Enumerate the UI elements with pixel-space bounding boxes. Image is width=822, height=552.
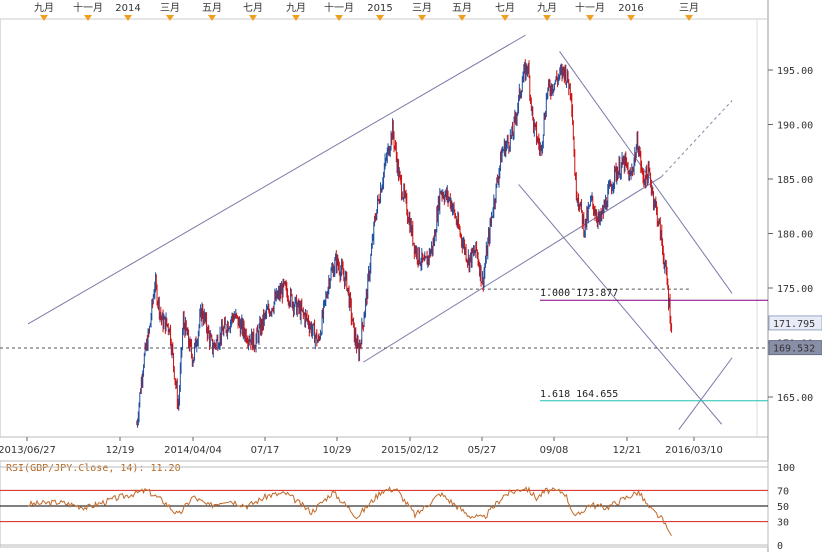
month-label: 七月	[495, 2, 515, 14]
trendline-upper-channel	[27, 34, 526, 325]
rsi-line	[27, 486, 672, 536]
month-marker	[458, 15, 466, 21]
month-label: 九月	[34, 2, 54, 14]
month-marker	[685, 15, 693, 21]
trendline-lower-channel	[363, 176, 662, 363]
x-tick-label: 12/21	[613, 445, 642, 456]
y-tick-label: 195.00	[777, 66, 813, 77]
month-label: 三月	[679, 2, 699, 14]
month-marker	[166, 15, 174, 21]
month-marker	[501, 15, 509, 21]
month-label: 十一月	[73, 1, 103, 14]
price-tag-text: 171.795	[773, 319, 815, 330]
trendline-rising-bottom	[678, 357, 733, 430]
month-marker	[124, 15, 132, 21]
x-tick-label: 05/27	[468, 445, 497, 456]
price-tag-box	[768, 340, 822, 356]
rsi-level-label: 100	[777, 463, 795, 474]
x-tick-label: 12/19	[106, 445, 135, 456]
month-marker	[249, 15, 257, 21]
month-marker	[292, 15, 300, 21]
rsi-title: RSI(GBP/JPY.Close, 14): 11.20	[6, 463, 181, 474]
month-marker	[543, 15, 551, 21]
x-tick-label: 2013/06/27	[0, 445, 56, 456]
month-label: 2016	[618, 3, 643, 14]
y-tick-label: 190.00	[777, 121, 813, 132]
fib-levels: 1.000 173.877 1.618 164.655	[540, 288, 768, 402]
rsi-level-label: 50	[777, 502, 789, 513]
x-tick-label: 2015/02/12	[381, 445, 439, 456]
y-tick-label: 165.00	[777, 393, 813, 404]
month-label: 三月	[412, 2, 432, 14]
month-label: 十一月	[324, 1, 354, 14]
month-header: 九月 十一月 2014 三月 五月 七月 九月 十一月 2015 三月 五月 七月 九月 十一月 2016 三…	[0, 1, 768, 21]
month-marker	[627, 15, 635, 21]
month-marker	[586, 15, 594, 21]
rsi-series: 100 70 50 30 0	[0, 463, 795, 552]
trendline-falling-lower	[518, 184, 723, 425]
fib-label: 1.618 164.655	[540, 389, 618, 400]
month-label: 七月	[243, 2, 263, 14]
fib-label: 1.000 173.877	[540, 288, 618, 299]
y-tick-label: 185.00	[777, 175, 813, 186]
month-label: 三月	[160, 2, 180, 14]
rsi-level-label: 30	[777, 518, 789, 529]
rsi-panel	[0, 460, 769, 548]
month-marker	[376, 15, 384, 21]
price-tag-text: 169.532	[773, 344, 815, 355]
month-marker	[208, 15, 216, 21]
x-tick-label: 09/08	[540, 445, 569, 456]
month-marker	[418, 15, 426, 21]
x-tick-label: 07/17	[251, 445, 280, 456]
x-tick-label: 2016/03/10	[665, 445, 723, 456]
month-label: 九月	[286, 2, 306, 14]
month-label: 九月	[537, 2, 557, 14]
month-label: 2014	[115, 3, 140, 14]
rsi-level-label: 0	[777, 541, 783, 552]
horizontal-levels	[0, 288, 768, 349]
month-label: 2015	[367, 3, 392, 14]
month-label: 五月	[202, 2, 222, 14]
rsi-level-label: 70	[777, 486, 789, 497]
y-tick-label: 175.00	[777, 284, 813, 295]
month-marker	[335, 15, 343, 21]
month-marker	[84, 15, 92, 21]
x-tick-label: 10/29	[323, 445, 352, 456]
price-series	[136, 59, 673, 428]
x-tick-label: 2014/04/04	[164, 445, 222, 456]
trendlines	[27, 34, 733, 430]
trendline-lower-channel-extension	[661, 100, 733, 178]
y-tick-label: 180.00	[777, 230, 813, 241]
price-tag-box	[768, 315, 822, 331]
price-tags: 171.795 169.532	[768, 315, 822, 356]
x-axis: 2013/06/27 12/19 2014/04/04 07/17 10/29 2015/…	[0, 437, 723, 456]
month-label: 五月	[452, 2, 472, 14]
month-marker	[40, 15, 48, 21]
month-label: 十一月	[575, 1, 605, 14]
